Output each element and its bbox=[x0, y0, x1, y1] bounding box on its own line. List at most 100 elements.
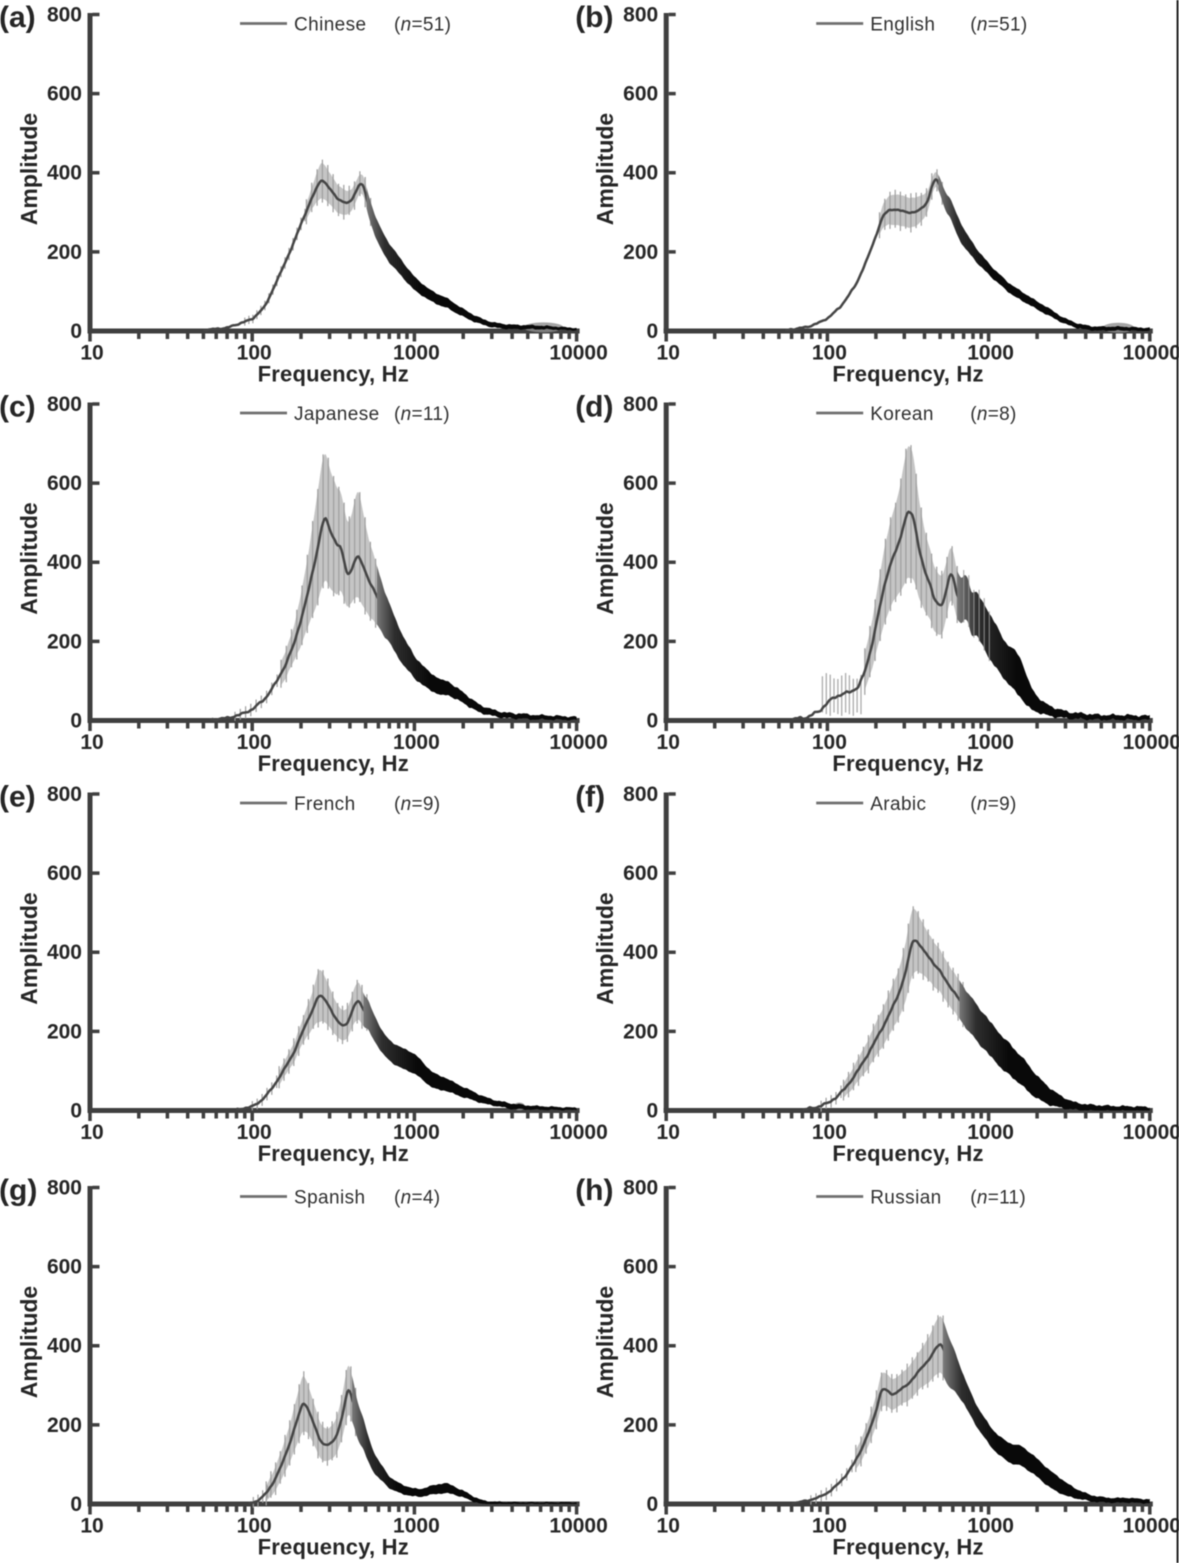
svg-text:600: 600 bbox=[47, 862, 82, 885]
svg-text:800: 800 bbox=[623, 393, 658, 416]
svg-text:Frequency, Hz: Frequency, Hz bbox=[832, 1141, 983, 1166]
svg-text:800: 800 bbox=[623, 783, 658, 806]
svg-text:1000: 1000 bbox=[967, 731, 1014, 754]
svg-text:(n=51): (n=51) bbox=[970, 15, 1027, 36]
svg-text:100: 100 bbox=[237, 1121, 272, 1144]
svg-text:10: 10 bbox=[657, 1121, 680, 1144]
svg-text:Chinese: Chinese bbox=[294, 15, 367, 36]
svg-text:1000: 1000 bbox=[967, 342, 1014, 365]
svg-text:Frequency, Hz: Frequency, Hz bbox=[832, 362, 983, 387]
svg-text:Frequency, Hz: Frequency, Hz bbox=[258, 751, 409, 776]
svg-text:600: 600 bbox=[623, 83, 658, 106]
svg-text:200: 200 bbox=[623, 630, 658, 653]
svg-text:Amplitude: Amplitude bbox=[592, 502, 618, 614]
svg-text:800: 800 bbox=[623, 4, 658, 27]
svg-text:0: 0 bbox=[70, 1493, 82, 1516]
svg-text:(a): (a) bbox=[0, 1, 36, 34]
svg-text:800: 800 bbox=[623, 1177, 658, 1200]
svg-text:800: 800 bbox=[47, 1177, 82, 1200]
svg-text:400: 400 bbox=[623, 551, 658, 574]
svg-text:(n=9): (n=9) bbox=[970, 794, 1016, 815]
svg-text:400: 400 bbox=[47, 1335, 82, 1358]
svg-text:0: 0 bbox=[70, 710, 82, 733]
svg-text:(g): (g) bbox=[0, 1174, 37, 1207]
svg-text:0: 0 bbox=[647, 710, 659, 733]
svg-text:1000: 1000 bbox=[393, 731, 440, 754]
svg-text:1000: 1000 bbox=[393, 342, 440, 365]
svg-text:400: 400 bbox=[47, 941, 82, 964]
svg-text:Frequency, Hz: Frequency, Hz bbox=[258, 1141, 409, 1166]
svg-text:0: 0 bbox=[647, 320, 659, 343]
svg-text:400: 400 bbox=[47, 551, 82, 574]
svg-text:(d): (d) bbox=[575, 391, 613, 424]
svg-text:(n=11): (n=11) bbox=[970, 1188, 1026, 1209]
svg-text:Frequency, Hz: Frequency, Hz bbox=[258, 362, 409, 387]
svg-text:400: 400 bbox=[623, 162, 658, 185]
svg-text:Japanese: Japanese bbox=[294, 404, 380, 425]
svg-text:200: 200 bbox=[623, 1414, 658, 1437]
svg-text:0: 0 bbox=[647, 1100, 659, 1123]
svg-text:(n=9): (n=9) bbox=[394, 794, 440, 815]
svg-text:100: 100 bbox=[812, 1121, 847, 1144]
svg-text:400: 400 bbox=[623, 1335, 658, 1358]
svg-text:0: 0 bbox=[70, 1100, 82, 1123]
svg-text:200: 200 bbox=[623, 241, 658, 264]
svg-text:10000: 10000 bbox=[549, 1515, 607, 1538]
svg-text:200: 200 bbox=[623, 1020, 658, 1043]
svg-text:Frequency, Hz: Frequency, Hz bbox=[832, 751, 983, 776]
svg-text:Amplitude: Amplitude bbox=[16, 1286, 42, 1398]
svg-text:(c): (c) bbox=[0, 391, 36, 424]
svg-text:200: 200 bbox=[47, 1020, 82, 1043]
svg-text:600: 600 bbox=[47, 472, 82, 495]
svg-text:10000: 10000 bbox=[1123, 1515, 1179, 1538]
svg-text:10: 10 bbox=[657, 342, 680, 365]
svg-text:(b): (b) bbox=[575, 1, 613, 34]
svg-text:Amplitude: Amplitude bbox=[16, 113, 42, 225]
svg-text:800: 800 bbox=[47, 783, 82, 806]
svg-text:1000: 1000 bbox=[967, 1515, 1014, 1538]
svg-text:100: 100 bbox=[812, 1515, 847, 1538]
svg-text:10000: 10000 bbox=[549, 1121, 607, 1144]
svg-text:0: 0 bbox=[647, 1493, 659, 1516]
svg-text:400: 400 bbox=[623, 941, 658, 964]
svg-text:(n=4): (n=4) bbox=[394, 1188, 440, 1209]
svg-text:10: 10 bbox=[657, 1515, 680, 1538]
svg-text:(n=11): (n=11) bbox=[394, 404, 450, 425]
svg-text:10000: 10000 bbox=[1123, 342, 1179, 365]
svg-text:Frequency, Hz: Frequency, Hz bbox=[258, 1535, 409, 1560]
svg-text:800: 800 bbox=[47, 4, 82, 27]
svg-text:600: 600 bbox=[623, 862, 658, 885]
svg-text:Spanish: Spanish bbox=[294, 1188, 365, 1209]
svg-text:600: 600 bbox=[47, 83, 82, 106]
svg-text:Amplitude: Amplitude bbox=[16, 502, 42, 614]
svg-text:10: 10 bbox=[80, 731, 103, 754]
svg-text:600: 600 bbox=[47, 1256, 82, 1279]
svg-text:1000: 1000 bbox=[967, 1121, 1014, 1144]
svg-text:100: 100 bbox=[812, 731, 847, 754]
svg-text:200: 200 bbox=[47, 630, 82, 653]
svg-text:(e): (e) bbox=[0, 781, 36, 814]
svg-text:1000: 1000 bbox=[393, 1121, 440, 1144]
svg-text:100: 100 bbox=[237, 1515, 272, 1538]
svg-text:English: English bbox=[870, 15, 935, 36]
svg-text:Arabic: Arabic bbox=[870, 794, 926, 815]
svg-text:Amplitude: Amplitude bbox=[592, 113, 618, 225]
svg-text:0: 0 bbox=[70, 320, 82, 343]
svg-text:10: 10 bbox=[80, 342, 103, 365]
svg-text:10000: 10000 bbox=[549, 731, 607, 754]
svg-text:400: 400 bbox=[47, 162, 82, 185]
svg-text:Amplitude: Amplitude bbox=[592, 1286, 618, 1398]
svg-text:1000: 1000 bbox=[393, 1515, 440, 1538]
svg-text:Russian: Russian bbox=[870, 1188, 941, 1209]
svg-text:10000: 10000 bbox=[1123, 1121, 1179, 1144]
svg-text:10000: 10000 bbox=[1123, 731, 1179, 754]
svg-text:Frequency, Hz: Frequency, Hz bbox=[832, 1535, 983, 1560]
svg-text:600: 600 bbox=[623, 472, 658, 495]
svg-text:100: 100 bbox=[237, 342, 272, 365]
svg-text:French: French bbox=[294, 794, 356, 815]
svg-text:10: 10 bbox=[80, 1515, 103, 1538]
svg-text:(n=51): (n=51) bbox=[394, 15, 451, 36]
svg-text:800: 800 bbox=[47, 393, 82, 416]
svg-text:Amplitude: Amplitude bbox=[592, 892, 618, 1004]
svg-text:200: 200 bbox=[47, 241, 82, 264]
